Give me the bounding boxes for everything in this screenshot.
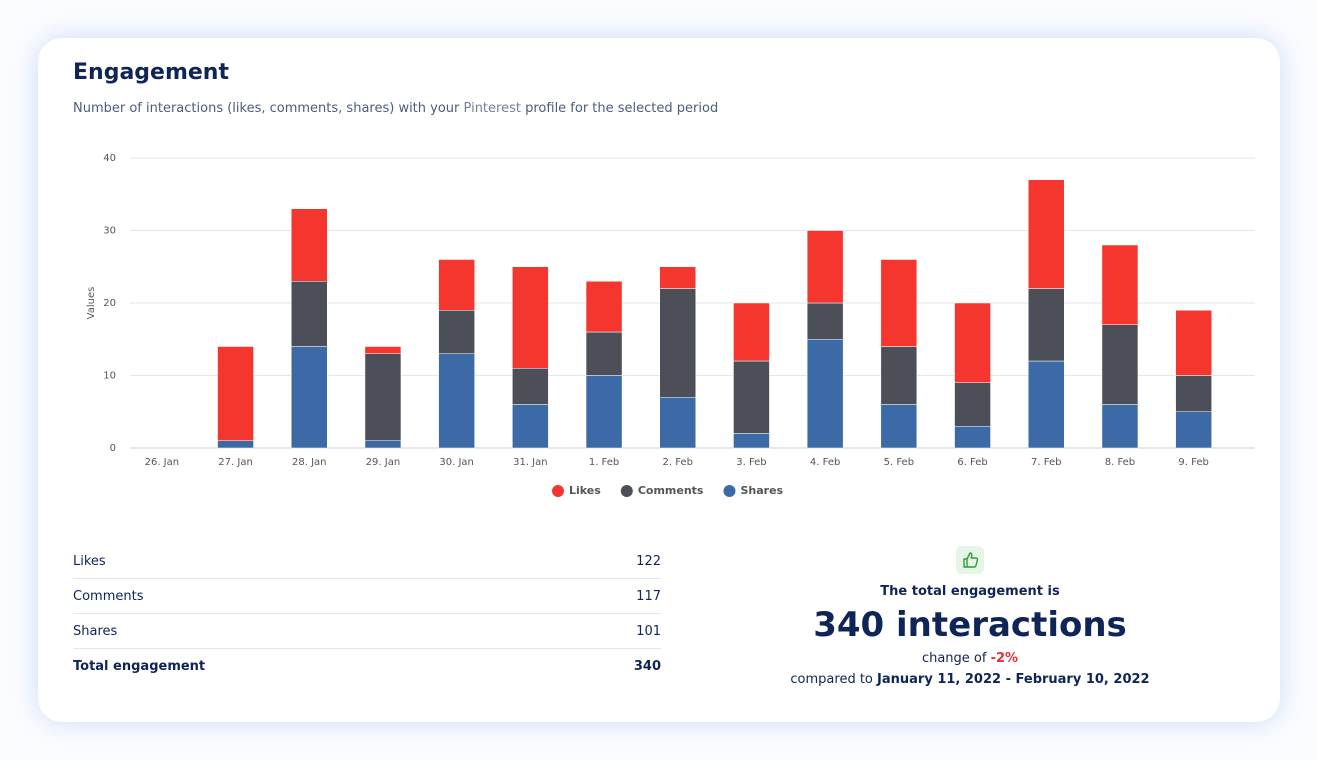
bar-segment: [1101, 324, 1139, 405]
bar-segment: [880, 404, 918, 449]
x-tick-label: 3. Feb: [736, 457, 766, 468]
legend-label: Comments: [638, 484, 704, 497]
row-label: Total engagement: [73, 658, 206, 674]
compare-label: compared to: [790, 672, 873, 687]
bar-segment: [1028, 288, 1065, 362]
y-tick-label: 30: [103, 226, 116, 237]
subtitle-platform: Pinterest: [463, 101, 521, 116]
legend-label: Likes: [569, 484, 601, 497]
x-tick-label: 8. Feb: [1105, 457, 1135, 468]
bar-segment: [733, 302, 770, 362]
bar-segment: [438, 259, 475, 311]
bar-segment: [438, 353, 475, 449]
bar-segment: [659, 288, 696, 398]
x-tick-label: 1. Feb: [589, 457, 619, 468]
bar-segment: [880, 259, 918, 347]
compare-period: January 11, 2022 - February 10, 2022: [877, 672, 1150, 687]
summary-lead: The total engagement is: [880, 584, 1060, 599]
x-tick-label: 26. Jan: [145, 457, 180, 468]
x-tick-label: 30. Jan: [439, 457, 474, 468]
engagement-card: Engagement Number of interactions (likes…: [38, 38, 1280, 722]
bar-segment: [1175, 411, 1212, 449]
bar-segment: [291, 346, 328, 449]
subtitle: Number of interactions (likes, comments,…: [73, 101, 718, 116]
chart: 0 10 20 30 40 Values 26. Jan 27. Jan 28. Jan 29. …: [86, 153, 1255, 497]
row-value: 117: [636, 588, 661, 604]
bar-segment: [1175, 375, 1212, 412]
thumb-icon: [956, 546, 984, 574]
bar-segment: [364, 346, 402, 354]
bar-segment: [954, 426, 991, 449]
bar-segment: [438, 310, 475, 354]
bar-segment: [806, 302, 844, 340]
row-value: 101: [636, 623, 661, 639]
bar-segment: [512, 404, 549, 449]
bar-segment: [1101, 404, 1139, 449]
y-axis-title: Values: [86, 287, 97, 320]
bar-segment: [806, 339, 844, 449]
bar-segment: [512, 266, 549, 369]
y-tick-label: 10: [103, 371, 116, 382]
bar-segment: [217, 346, 254, 441]
bar-segment: [291, 208, 328, 282]
bar-segment: [512, 368, 549, 405]
compare-line: compared to January 11, 2022 - February …: [770, 672, 1170, 687]
legend-label: Shares: [740, 484, 783, 497]
subtitle-text: profile for the selected period: [525, 101, 719, 116]
bar-segment: [585, 375, 623, 449]
row-label: Shares: [73, 623, 118, 639]
x-tick-label: 5. Feb: [884, 457, 914, 468]
x-tick-label: 9. Feb: [1178, 457, 1208, 468]
x-tick-label: 28. Jan: [292, 457, 327, 468]
bar-segment: [733, 433, 770, 449]
subtitle-text: Number of interactions (likes, comments,…: [73, 101, 460, 116]
bar-segment: [364, 440, 402, 449]
row-value: 122: [636, 553, 661, 569]
x-tick-label: 27. Jan: [218, 457, 253, 468]
table-row: Shares 101: [73, 614, 661, 649]
bar-segment: [954, 302, 991, 383]
row-value: 340: [633, 658, 661, 674]
title: Engagement: [73, 60, 229, 85]
bar-segment: [659, 266, 696, 289]
x-tick-label: 31. Jan: [513, 457, 548, 468]
table-row: Total engagement 340: [73, 649, 661, 683]
x-tick-label: 7. Feb: [1031, 457, 1061, 468]
change-line: change of -2%: [770, 651, 1170, 666]
bar-segment: [1028, 179, 1065, 289]
row-label: Comments: [73, 588, 144, 604]
legend-marker: [552, 485, 564, 497]
bar-segment: [217, 440, 254, 449]
bar-segment: [585, 281, 623, 333]
x-tick-label: 4. Feb: [810, 457, 840, 468]
bar-segment: [1101, 244, 1139, 325]
bar-segment: [1028, 360, 1065, 449]
x-tick-label: 2. Feb: [663, 457, 693, 468]
change-value: -2%: [990, 651, 1019, 666]
bar-segment: [1175, 310, 1212, 376]
bar-segment: [659, 397, 696, 449]
legend-marker: [723, 485, 736, 497]
y-tick-label: 40: [103, 153, 116, 164]
change-label: change of: [921, 651, 987, 666]
bar-segment: [954, 382, 991, 427]
x-tick-label: 29. Jan: [366, 457, 401, 468]
totals-table: Likes 122 Comments 117 Shares 101 Total engage…: [73, 544, 661, 683]
table-row: Comments 117: [73, 579, 661, 614]
bar-segment: [733, 360, 770, 434]
bar-segment: [291, 281, 328, 347]
bar-segment: [806, 230, 844, 304]
bar-segment: [585, 331, 623, 376]
table-row: Likes 122: [73, 544, 661, 579]
summary-total: 340 interactions: [813, 605, 1127, 645]
legend-marker: [620, 485, 633, 497]
summary: The total engagement is 340 interactions…: [770, 546, 1170, 687]
bar-segment: [364, 353, 402, 441]
y-tick-label: 20: [103, 298, 116, 309]
row-label: Likes: [73, 553, 106, 569]
bar-segment: [880, 346, 918, 405]
x-tick-label: 6. Feb: [957, 457, 987, 468]
y-tick-label: 0: [110, 443, 116, 454]
